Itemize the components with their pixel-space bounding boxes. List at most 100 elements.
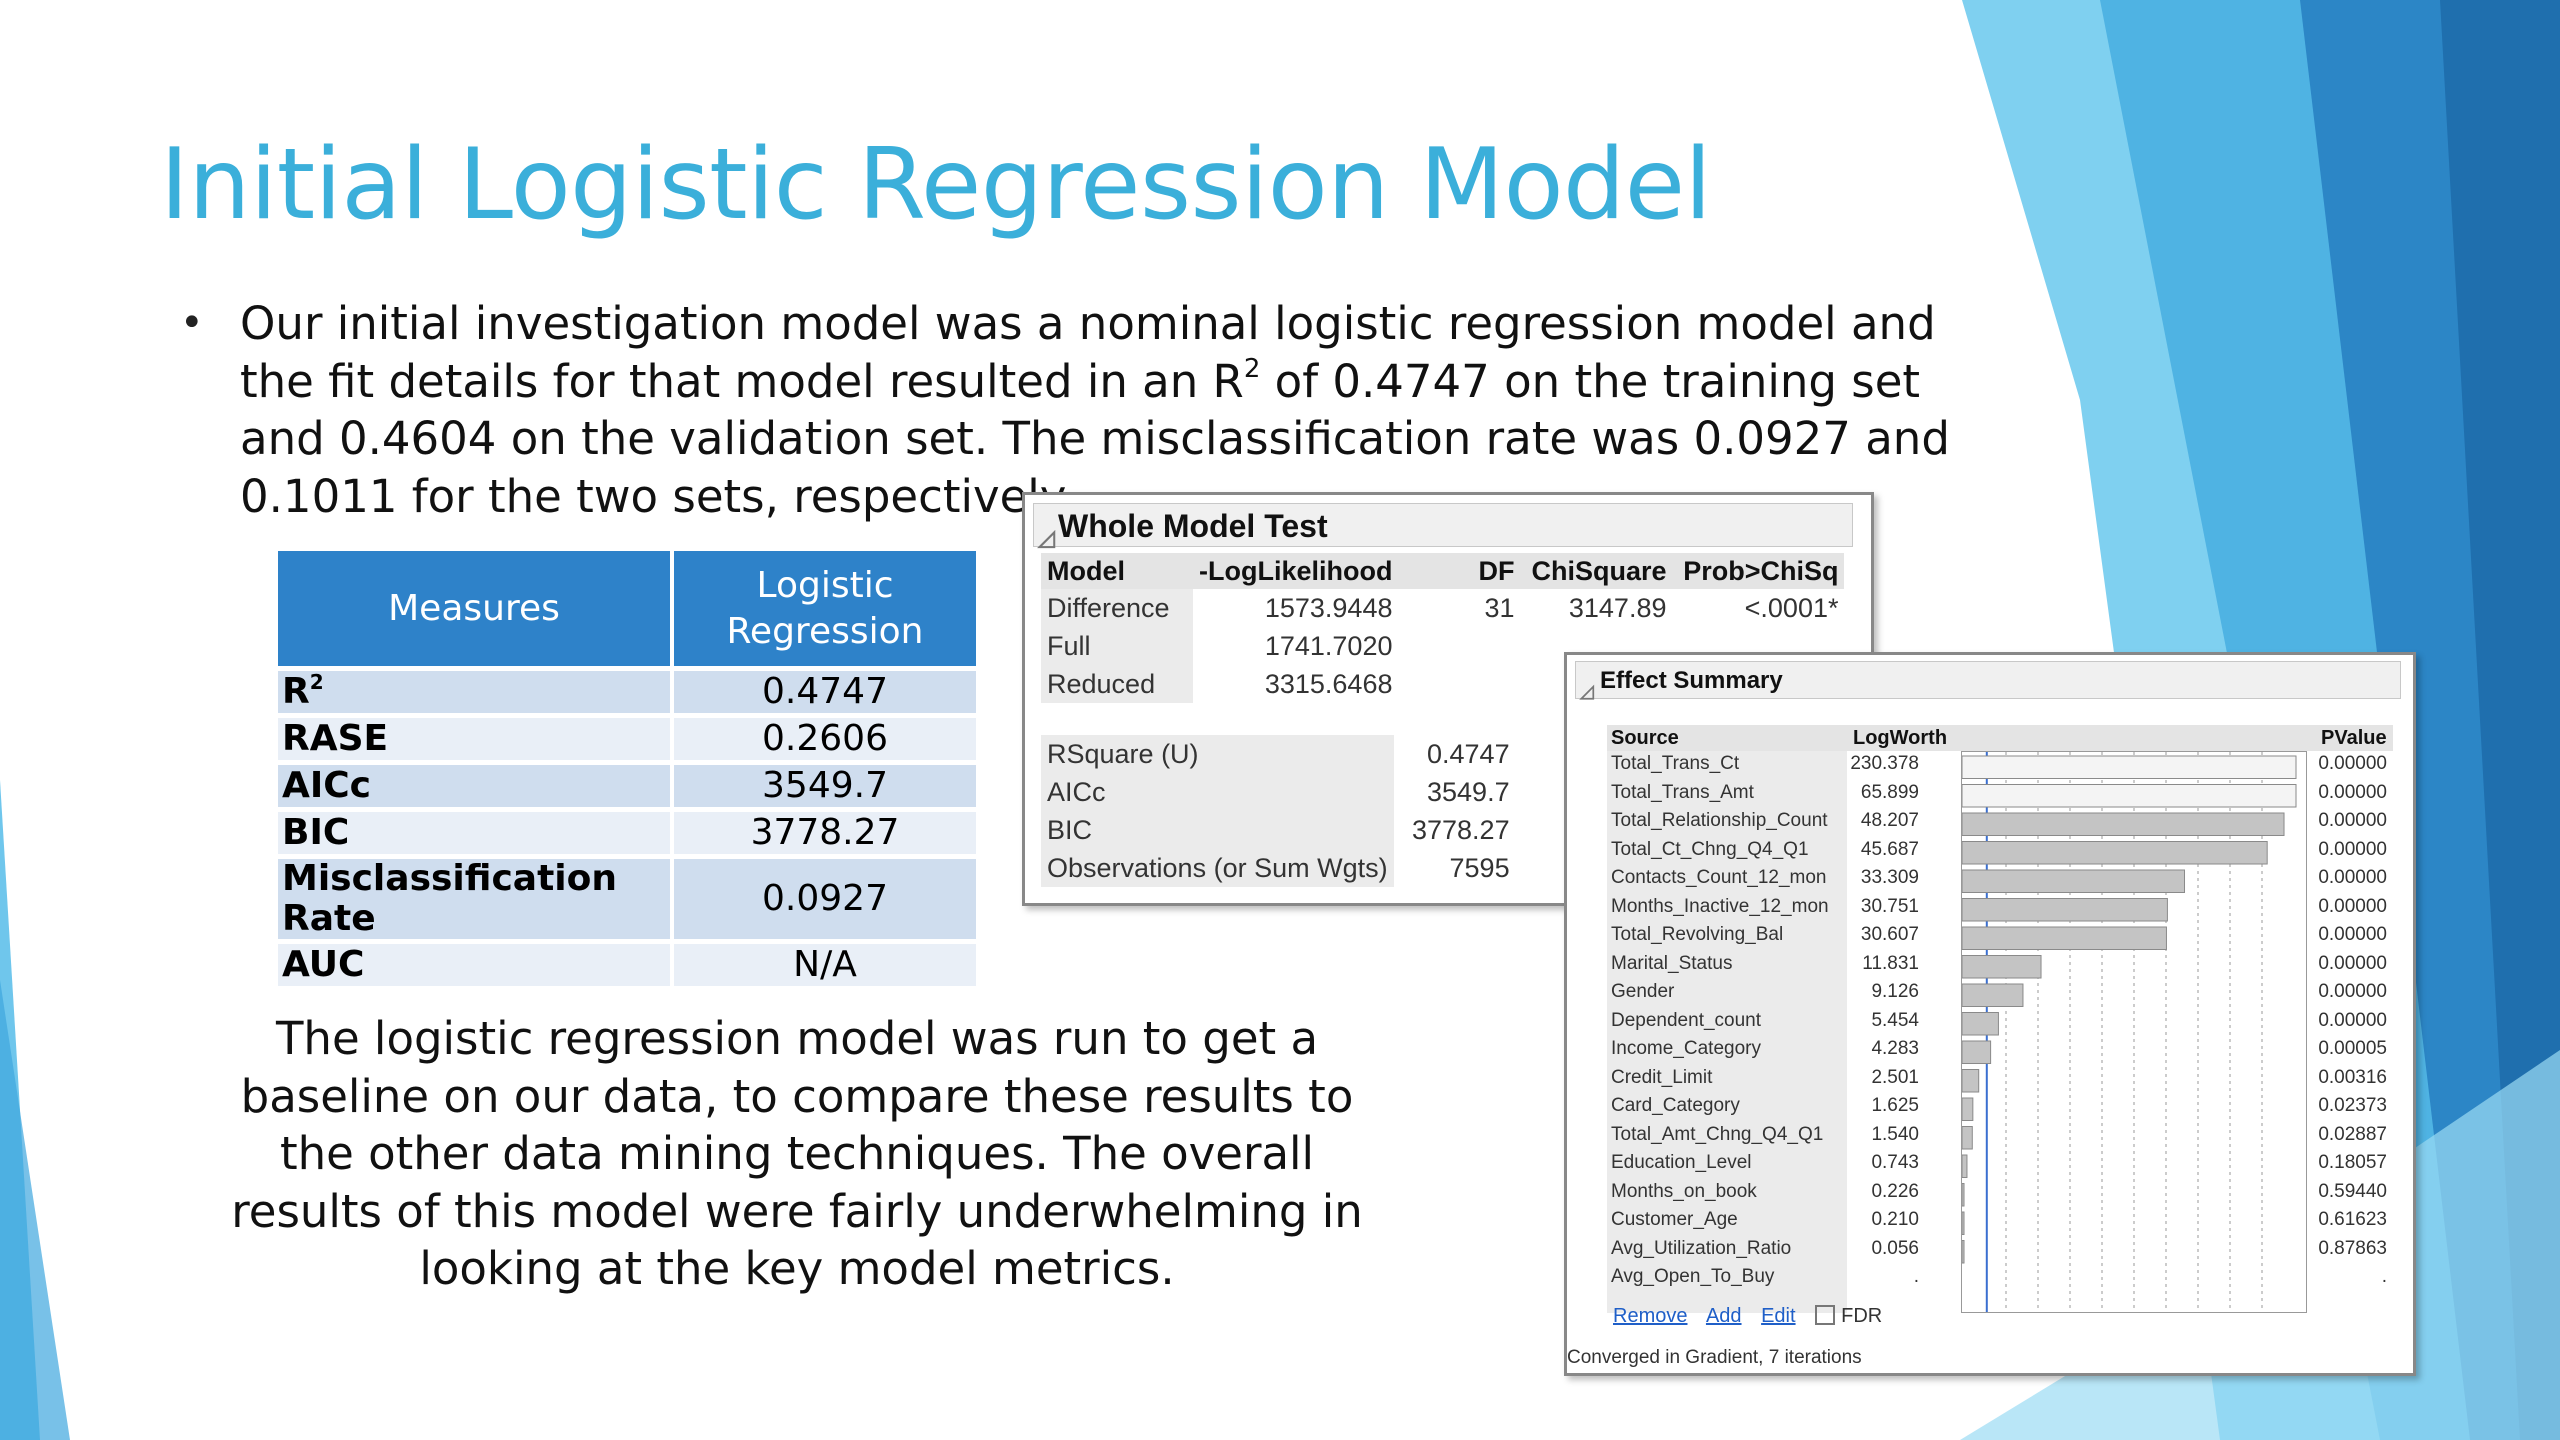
remove-link[interactable]: Remove [1613,1305,1688,1327]
effect-pvalue: 0.00000 [2318,895,2387,917]
logworth-bar [1962,755,2297,779]
bullet-icon: • [180,300,204,346]
effect-source: Income_Category [1611,1038,1761,1059]
measure-value: 0.2606 [670,713,976,760]
effect-source: Total_Amt_Chng_Q4_Q1 [1611,1123,1824,1145]
effect-source: Marital_Status [1611,952,1733,974]
fit-value: 3549.7 [1427,776,1510,807]
effect-source: Total_Trans_Ct [1611,753,1740,774]
measures-header-row: Measures Logistic Regression [278,551,976,666]
measure-value: 3549.7 [670,760,976,807]
logworth-bar [1962,1154,1968,1178]
disclosure-triangle-icon[interactable]: ◿ [1038,525,1055,550]
effect-pvalue: 0.59440 [2318,1180,2387,1202]
summary-paragraph: The logistic regression model was run to… [231,1012,1363,1295]
effect-source: Dependent_count [1611,1009,1762,1031]
effect-logworth: 33.309 [1860,867,1919,888]
effect-pvalue: 0.87863 [2318,1237,2387,1259]
edit-link[interactable]: Edit [1761,1305,1796,1327]
convergence-note: Converged in Gradient, 7 iterations [1567,1347,1862,1368]
effect-pvalue: 0.00000 [2318,924,2387,945]
measures-row: RASE 0.2606 [278,713,976,760]
measures-header-measures: Measures [278,551,670,666]
effect-row: Months_on_book 0.226 0.59440 [1567,1181,2407,1210]
logworth-bar [1962,1040,1992,1064]
effect-pvalue: 0.00000 [2318,981,2387,1002]
effect-source: Avg_Open_To_Buy [1611,1266,1775,1287]
logworth-bar [1962,1240,1965,1264]
effect-pvalue: 0.00000 [2318,1009,2387,1031]
fit-label: BIC [1041,811,1394,849]
effect-logworth: 5.454 [1871,1009,1919,1031]
wmt-model: Difference [1041,589,1193,627]
wmt-df: 31 [1484,592,1515,623]
effect-links: Remove Add Edit FDR [1613,1305,1882,1328]
measures-row: AUC N/A [278,939,976,986]
fit-value: 3778.27 [1411,814,1510,845]
effect-logworth: 9.126 [1871,981,1919,1002]
measures-row: AICc 3549.7 [278,760,976,807]
wmt-model: Reduced [1041,665,1193,703]
effect-summary-panel: ◿ Effect Summary Source LogWorth PValue … [1564,652,2416,1376]
logworth-bar [1962,983,2024,1007]
effect-logworth: 0.056 [1871,1237,1919,1259]
disclosure-triangle-icon[interactable]: ◿ [1580,681,1594,701]
effect-logworth: 48.207 [1860,810,1919,831]
measure-value: 3778.27 [670,807,976,854]
effect-logworth: 230.378 [1850,753,1919,774]
slide-title: Initial Logistic Regression Model [160,128,1712,242]
fit-label: Observations (or Sum Wgts) [1041,849,1394,887]
superscript-2: 2 [1243,353,1261,384]
measure-value: N/A [670,939,976,986]
whole-model-test-table: Model -LogLikelihood DF ChiSquare Prob>C… [1041,553,1845,703]
effect-pvalue: 0.00005 [2318,1038,2387,1059]
effect-row: Months_Inactive_12_mon 30.751 0.00000 [1567,896,2407,925]
effect-source: Customer_Age [1611,1209,1738,1230]
whole-model-test-title: Whole Model Test [1058,508,1328,544]
effect-pvalue: 0.00000 [2318,753,2387,774]
whole-model-test-header[interactable]: ◿ Whole Model Test [1033,503,1853,550]
effect-row: Education_Level 0.743 0.18057 [1567,1152,2407,1181]
effect-pvalue: 0.00000 [2318,952,2387,974]
logworth-bar [1962,841,2268,865]
add-link[interactable]: Add [1705,1305,1742,1327]
effect-source: Education_Level [1611,1152,1752,1173]
effect-row: Total_Relationship_Count 48.207 0.00000 [1567,810,2407,839]
logworth-bar [1962,1097,1974,1121]
fit-label: AICc [1041,773,1394,811]
measure-value: 0.0927 [670,854,976,939]
effect-source: Months_Inactive_12_mon [1611,895,1829,917]
effect-row: Total_Amt_Chng_Q4_Q1 1.540 0.02887 [1567,1124,2407,1153]
logworth-bar [1962,1012,1999,1036]
effect-pvalue: 0.02373 [2318,1095,2387,1116]
measure-name: BIC [278,807,670,854]
effect-logworth: 45.687 [1860,838,1919,860]
logworth-bar [1962,784,2297,808]
fit-row: AICc 3549.7 [1041,773,1516,811]
measures-row: R2 0.4747 [278,666,976,713]
wmt-loglik: 1573.9448 [1264,592,1393,623]
fit-statistics-table: RSquare (U) 0.4747 AICc 3549.7 BIC 3778.27 … [1041,735,1516,887]
effect-source: Total_Trans_Amt [1611,781,1754,803]
effect-source: Total_Ct_Chng_Q4_Q1 [1611,838,1809,860]
effect-summary-header[interactable]: ◿ Effect Summary [1575,661,2401,701]
wmt-df [1398,665,1520,703]
wmt-loglik: 3315.6468 [1264,668,1393,699]
fit-row: BIC 3778.27 [1041,811,1516,849]
effect-logworth: 0.226 [1871,1180,1919,1202]
wmt-col-loglik: -LogLikelihood [1193,553,1399,589]
effect-row: Total_Revolving_Bal 30.607 0.00000 [1567,924,2407,953]
wmt-row: Reduced 3315.6468 [1041,665,1844,703]
wmt-loglik: 1741.7020 [1264,630,1393,661]
fdr-label: FDR [1841,1305,1883,1327]
effect-row: Card_Category 1.625 0.02373 [1567,1095,2407,1124]
effect-source: Total_Revolving_Bal [1611,924,1784,945]
effect-pvalue: . [2381,1266,2387,1287]
wmt-col-df: DF [1398,553,1521,589]
fdr-checkbox[interactable] [1815,1305,1836,1325]
logworth-bar [1962,1183,1965,1207]
effect-logworth: 30.751 [1860,895,1919,917]
wmt-df [1398,627,1520,665]
wmt-row: Difference 1573.9448 31 3147.89 <.0001* [1041,589,1844,627]
effect-pvalue: 0.61623 [2318,1209,2387,1230]
